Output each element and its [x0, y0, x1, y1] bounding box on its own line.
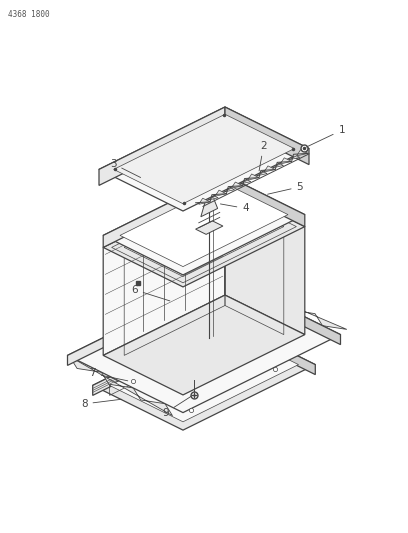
Polygon shape	[109, 328, 299, 422]
Polygon shape	[93, 320, 225, 395]
Polygon shape	[67, 277, 225, 366]
Polygon shape	[103, 295, 305, 395]
Polygon shape	[227, 278, 347, 329]
Polygon shape	[225, 175, 305, 227]
Text: 7: 7	[89, 368, 128, 381]
Polygon shape	[231, 182, 243, 188]
Polygon shape	[225, 187, 305, 335]
Polygon shape	[93, 320, 315, 430]
Polygon shape	[248, 174, 259, 180]
Text: 4: 4	[220, 204, 249, 213]
Polygon shape	[103, 187, 305, 287]
Polygon shape	[225, 277, 341, 345]
Text: 4368 1800: 4368 1800	[8, 10, 50, 19]
Polygon shape	[201, 188, 217, 217]
Polygon shape	[70, 357, 173, 416]
Polygon shape	[99, 107, 225, 185]
Polygon shape	[195, 221, 223, 235]
Text: 6: 6	[131, 285, 170, 301]
Polygon shape	[297, 150, 308, 156]
Polygon shape	[256, 172, 267, 176]
Text: 3: 3	[110, 159, 141, 177]
Text: 1: 1	[306, 125, 345, 147]
Polygon shape	[223, 188, 235, 192]
Text: 2: 2	[259, 141, 267, 171]
Polygon shape	[199, 198, 210, 204]
Polygon shape	[207, 196, 218, 200]
Text: 5: 5	[268, 182, 303, 194]
Polygon shape	[264, 166, 275, 172]
Polygon shape	[114, 114, 294, 204]
Text: 8: 8	[81, 399, 122, 409]
Polygon shape	[103, 175, 305, 275]
Polygon shape	[225, 107, 309, 165]
Polygon shape	[288, 156, 300, 160]
Polygon shape	[225, 320, 315, 375]
Polygon shape	[67, 277, 341, 413]
Polygon shape	[280, 158, 292, 164]
Polygon shape	[124, 305, 284, 384]
Polygon shape	[99, 107, 309, 211]
Polygon shape	[239, 180, 251, 184]
Polygon shape	[272, 164, 284, 168]
Polygon shape	[103, 187, 225, 356]
Text: 9: 9	[162, 397, 191, 418]
Polygon shape	[215, 190, 226, 196]
Polygon shape	[103, 175, 225, 247]
Polygon shape	[124, 198, 284, 277]
Polygon shape	[120, 183, 288, 266]
